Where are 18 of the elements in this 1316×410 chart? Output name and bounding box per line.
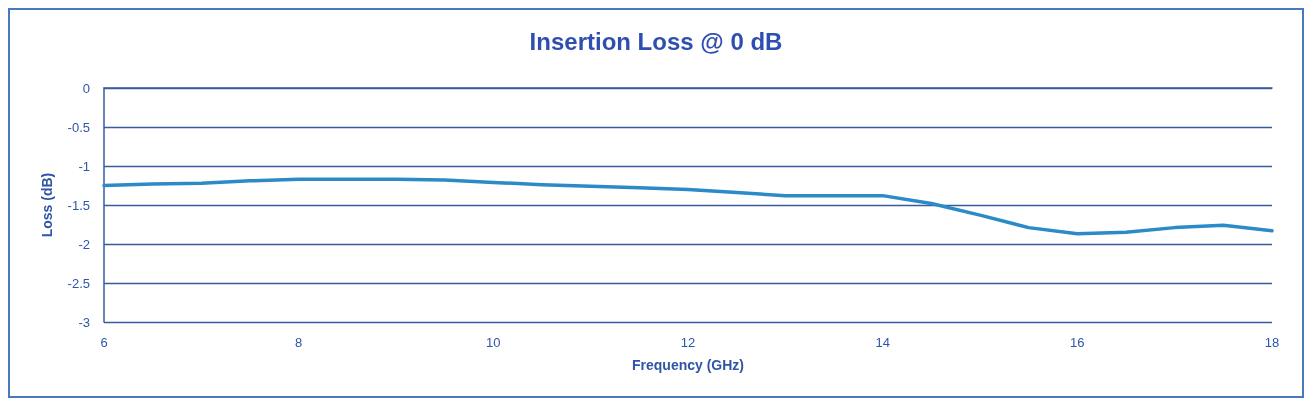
y-tick-label: -3: [78, 314, 90, 330]
x-tick-label: 14: [875, 335, 890, 350]
y-tick-label: -1.5: [67, 197, 90, 213]
y-tick-label: -2.5: [67, 275, 90, 291]
y-tick-label: -1: [78, 158, 90, 174]
x-tick-label: 8: [295, 335, 303, 350]
line-series: [102, 177, 1274, 236]
x-tick-label: 6: [100, 335, 108, 350]
x-tick-label: 12: [680, 335, 696, 350]
x-tick-label: 18: [1264, 335, 1280, 350]
y-axis-title: Loss (dB): [39, 172, 55, 238]
x-tick-label: 10: [486, 335, 501, 350]
y-tick-label: 0: [82, 80, 90, 96]
chart-title: Insertion Loss @ 0 dB: [529, 27, 783, 55]
x-axis-title: Frequency (GHz): [631, 357, 745, 373]
y-tick-label: -0.5: [67, 119, 90, 135]
x-tick-label: 16: [1070, 335, 1085, 350]
y-tick-label: -2: [78, 236, 90, 252]
